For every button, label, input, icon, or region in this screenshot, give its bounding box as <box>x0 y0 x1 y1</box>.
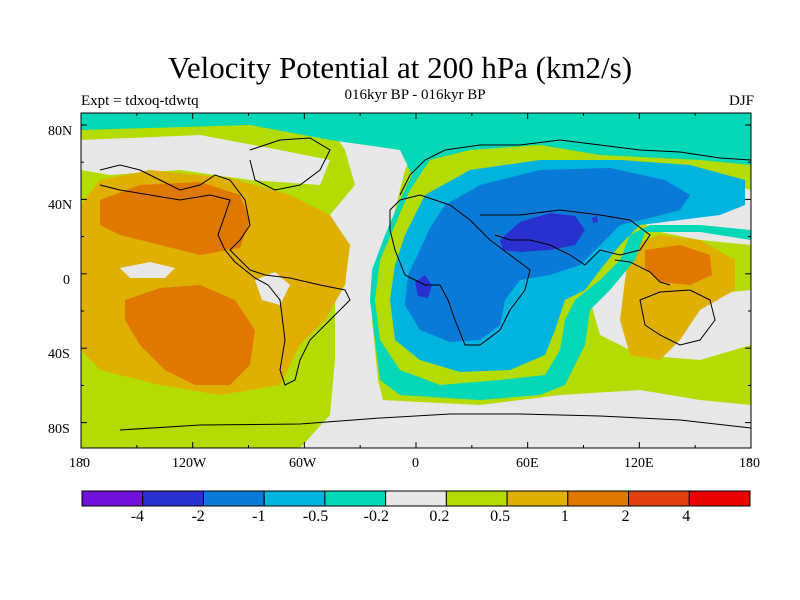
colorbar-swatch <box>567 490 630 507</box>
neutral-south-polar <box>380 390 751 448</box>
lon-label-60w: 60W <box>289 456 317 471</box>
colorbar-swatch <box>385 490 447 507</box>
colorbar-label: -4 <box>130 508 145 525</box>
colorbar-label: -1 <box>252 508 266 525</box>
lat-label-80n: 80N <box>48 124 73 139</box>
colorbar <box>81 490 751 507</box>
field-1-2-north-pacific <box>100 182 250 255</box>
coastlines <box>99 137 751 431</box>
lon-label-60e: 60E <box>516 456 539 471</box>
colorbar-swatch <box>263 490 326 507</box>
lat-label-0: 0 <box>63 273 70 288</box>
colorbar-label: -0.5 <box>302 508 329 525</box>
experiment-label: Expt = tdxoq-tdwtq <box>81 93 199 109</box>
field-1-2-maritime <box>645 245 712 285</box>
field-neg-0.2-0.5 <box>81 113 751 400</box>
colorbar-swatch <box>688 490 751 507</box>
colorbar-label: -2 <box>191 508 205 525</box>
field-neg-2-4-africa <box>415 275 432 298</box>
colorbar-label: -0.2 <box>363 508 389 525</box>
neutral-patch-pacific <box>120 262 175 278</box>
colorbar-label: 4 <box>682 508 691 525</box>
lat-label-80s: 80S <box>48 422 70 437</box>
colorbar-label: 0.5 <box>490 508 511 525</box>
colorbar-swatch <box>202 490 265 507</box>
field-1-2-south-pacific <box>125 285 255 385</box>
colorbar-swatch <box>628 490 690 507</box>
axis-ticks <box>80 113 752 461</box>
neutral-atlantic-band <box>300 113 430 448</box>
colorbar-swatch <box>506 490 569 507</box>
lon-label-180-east: 180 <box>739 456 760 471</box>
colorbar-swatch <box>324 490 387 507</box>
lon-label-0: 0 <box>412 456 419 471</box>
neutral-patch-south-america <box>255 272 290 305</box>
colorbar-swatch <box>81 490 144 507</box>
lat-label-40s: 40S <box>48 347 70 362</box>
field-neg-2-4-tibet <box>592 216 598 223</box>
lon-label-120w: 120W <box>172 456 207 471</box>
colorbar-swatch <box>142 490 204 507</box>
lat-label-40n: 40N <box>48 198 73 213</box>
colorbar-label: 0.2 <box>429 508 450 525</box>
lon-label-120e: 120E <box>624 456 654 471</box>
map-subtitle: 016kyr BP - 016kyr BP <box>344 87 486 103</box>
field-neg-1-2 <box>405 168 690 342</box>
map-title: Velocity Potential at 200 hPa (km2/s) <box>167 50 633 85</box>
colorbar-swatch <box>445 490 508 507</box>
colorbar-label: 2 <box>621 508 630 525</box>
season-label: DJF <box>728 93 754 109</box>
field-neg-2-4-asia <box>500 213 585 252</box>
lon-label-180-west: 180 <box>69 456 90 471</box>
colorbar-label: 1 <box>560 508 569 525</box>
contour-fill-layer <box>81 113 751 448</box>
